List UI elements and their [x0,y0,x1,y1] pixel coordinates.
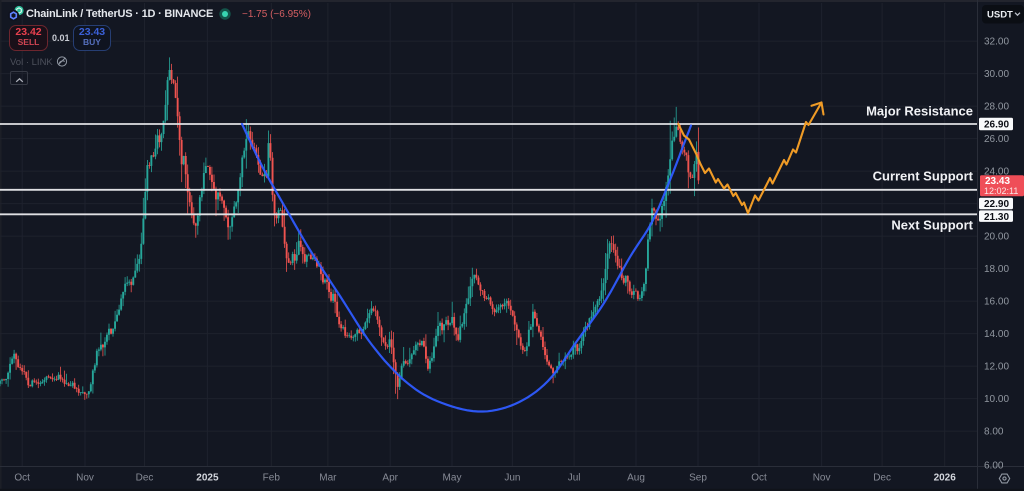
svg-text:26.90: 26.90 [984,120,1009,131]
svg-text:16.00: 16.00 [984,297,1009,308]
svg-text:6.00: 6.00 [984,461,1004,472]
svg-text:Major Resistance: Major Resistance [866,104,973,119]
svg-text:Oct: Oct [751,473,767,484]
svg-text:28.00: 28.00 [984,102,1009,113]
svg-text:Oct: Oct [14,473,30,484]
svg-text:26.00: 26.00 [984,134,1009,145]
svg-text:May: May [443,473,462,484]
svg-text:2026: 2026 [934,473,957,484]
svg-text:Next Support: Next Support [891,218,973,233]
svg-text:14.00: 14.00 [984,329,1009,340]
svg-text:32.00: 32.00 [984,37,1009,48]
svg-text:Nov: Nov [76,473,94,484]
svg-text:Nov: Nov [813,473,831,484]
svg-text:Aug: Aug [627,473,645,484]
svg-text:10.00: 10.00 [984,394,1009,405]
svg-text:20.00: 20.00 [984,232,1009,243]
svg-text:Dec: Dec [873,473,891,484]
svg-text:18.00: 18.00 [984,264,1009,275]
svg-text:12.00: 12.00 [984,362,1009,373]
svg-text:Mar: Mar [319,473,337,484]
svg-text:Dec: Dec [136,473,154,484]
svg-text:22.90: 22.90 [984,199,1009,210]
svg-text:Current Support: Current Support [873,169,974,184]
svg-text:Feb: Feb [263,473,281,484]
svg-text:8.00: 8.00 [984,427,1004,438]
svg-text:12:02:11: 12:02:11 [984,186,1018,196]
svg-text:2025: 2025 [196,473,219,484]
svg-text:Sep: Sep [689,473,707,484]
svg-text:23.43: 23.43 [985,176,1010,187]
svg-text:24.00: 24.00 [984,167,1009,178]
svg-text:30.00: 30.00 [984,69,1009,80]
svg-text:Jun: Jun [504,473,520,484]
svg-text:21.30: 21.30 [984,212,1009,223]
svg-text:Jul: Jul [568,473,581,484]
svg-text:USDT: USDT [987,9,1013,20]
svg-text:Apr: Apr [382,473,398,484]
